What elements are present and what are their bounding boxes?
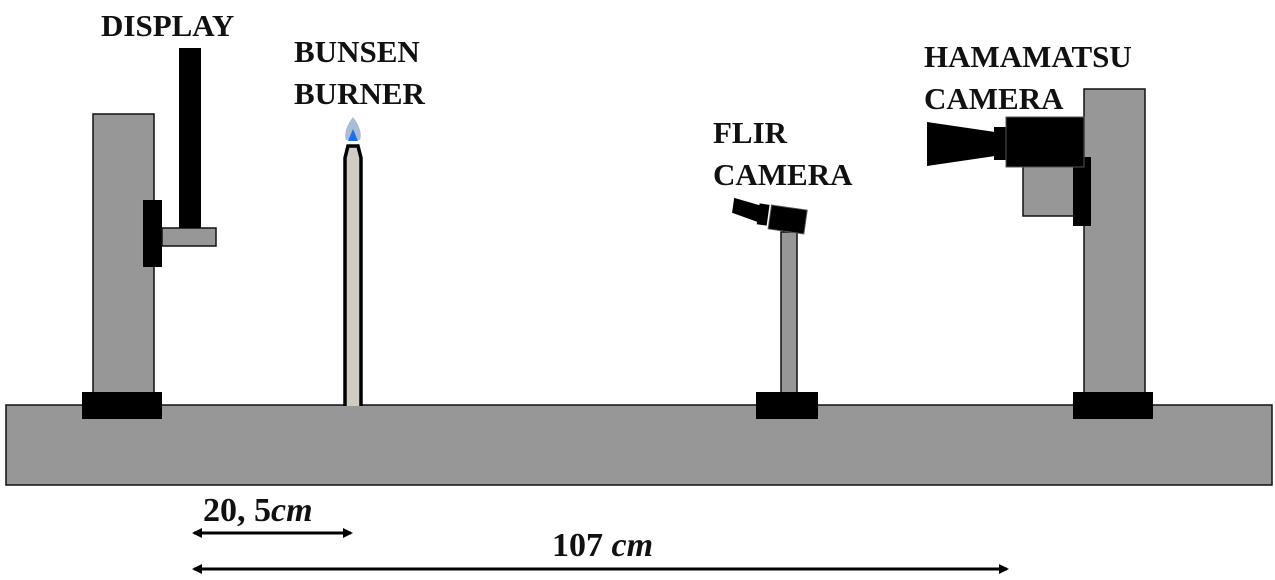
- hamamatsu-camera-label-line2: CAMERA: [924, 81, 1064, 116]
- dimension-short-number: 20, 5: [203, 492, 271, 529]
- dimension-long: 107 cm: [192, 527, 1009, 574]
- flir-camera-label-line2: CAMERA: [713, 157, 853, 192]
- bunsen-burner: [343, 117, 363, 406]
- hamamatsu-foot: [1073, 392, 1153, 419]
- flame-outer: [345, 117, 361, 140]
- display-arm: [161, 227, 217, 247]
- hamamatsu-camera-stand: [927, 88, 1153, 419]
- flir-post: [780, 231, 798, 395]
- flir-foot: [756, 392, 818, 419]
- flir-camera-label-line1: FLIR: [713, 115, 788, 150]
- flir-camera-stand: [732, 197, 818, 419]
- dimension-long-unit: cm: [612, 527, 654, 564]
- flir-camera-housing: [767, 204, 808, 235]
- dimension-short-label: 20, 5cm: [203, 492, 313, 529]
- hamamatsu-camera-body: [1005, 116, 1085, 168]
- hamamatsu-post: [1083, 88, 1146, 397]
- bunsen-burner-label-line1: BUNSEN: [294, 34, 420, 69]
- burner-tube: [343, 144, 363, 406]
- flame-inner: [348, 129, 358, 141]
- display-screen: [179, 48, 201, 228]
- hamamatsu-camera-label-line1: HAMAMATSU: [924, 39, 1132, 74]
- dimension-short-unit: cm: [271, 492, 313, 529]
- flir-camera: [732, 197, 808, 235]
- display-stand: [82, 48, 217, 419]
- flir-camera-body: [756, 203, 770, 226]
- bunsen-burner-label-line2: BURNER: [294, 76, 426, 111]
- hamamatsu-camera-ring: [994, 127, 1008, 160]
- dimension-long-label: 107 cm: [552, 527, 653, 564]
- dimension-long-number: 107: [552, 527, 612, 564]
- hamamatsu-camera-lens: [927, 122, 995, 166]
- hamamatsu-clamp: [1073, 157, 1091, 226]
- flir-camera-lens: [732, 197, 762, 223]
- dimension-short: 20, 5cm: [192, 492, 353, 538]
- base-rail: [5, 404, 1273, 486]
- display-stand-foot: [82, 392, 162, 419]
- display-label: DISPLAY: [101, 8, 234, 43]
- display-clamp: [143, 200, 162, 267]
